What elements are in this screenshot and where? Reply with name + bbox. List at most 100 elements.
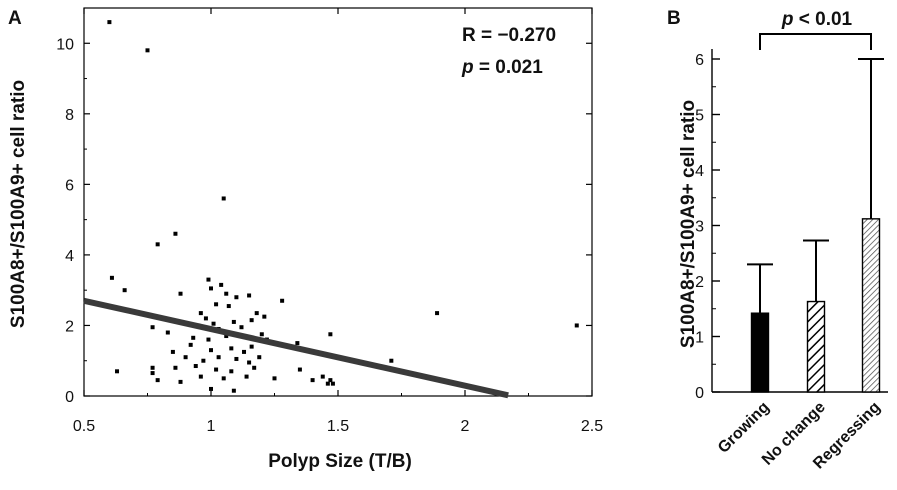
panel-b-y-axis-title: S100A8+/S100A9+ cell ratio bbox=[678, 100, 699, 348]
data-point bbox=[203, 316, 208, 321]
correlation-r-text: R = −0.270 bbox=[462, 25, 556, 46]
data-point bbox=[297, 367, 302, 372]
y-tick-label: 6 bbox=[65, 177, 74, 194]
bracket-line bbox=[759, 33, 872, 50]
bar-y-tick-label: 6 bbox=[695, 52, 704, 69]
data-point bbox=[330, 381, 335, 386]
panel-b-letter: B bbox=[667, 8, 681, 29]
x-tick-label: 2.5 bbox=[581, 418, 603, 435]
data-point bbox=[109, 275, 114, 280]
bar-y-tick-label: 3 bbox=[695, 219, 704, 236]
data-point bbox=[206, 277, 211, 282]
bar-ticks: 0 1 2 3 4 5 6 bbox=[695, 52, 720, 402]
data-point bbox=[239, 325, 244, 330]
significance-bracket bbox=[759, 33, 872, 50]
data-point bbox=[115, 369, 120, 374]
data-point bbox=[107, 20, 112, 25]
data-point bbox=[198, 311, 203, 316]
data-point bbox=[231, 319, 236, 324]
data-point bbox=[231, 388, 236, 393]
x-tick-label: 2 bbox=[461, 418, 470, 435]
data-point bbox=[165, 330, 170, 335]
data-point bbox=[234, 356, 239, 361]
x-tick-label: 1.5 bbox=[327, 418, 349, 435]
bar bbox=[750, 312, 770, 393]
data-point bbox=[280, 298, 285, 303]
data-point bbox=[214, 302, 219, 307]
data-point bbox=[183, 355, 188, 360]
bar-y-tick-label: 5 bbox=[695, 108, 704, 125]
data-point bbox=[252, 365, 257, 370]
panel-a-letter: A bbox=[8, 8, 22, 29]
data-point bbox=[170, 349, 175, 354]
data-point bbox=[574, 323, 579, 328]
data-point bbox=[229, 369, 234, 374]
data-point bbox=[188, 342, 193, 347]
bar-y-tick-label: 0 bbox=[695, 385, 704, 402]
data-point bbox=[206, 337, 211, 342]
data-point bbox=[211, 321, 216, 326]
bar-y-tick-label: 1 bbox=[695, 330, 704, 347]
bar-y-tick-label: 2 bbox=[695, 274, 704, 291]
trend-line bbox=[83, 297, 509, 399]
data-point bbox=[249, 344, 254, 349]
data-point bbox=[226, 304, 231, 309]
data-point bbox=[224, 291, 229, 296]
scatter-trend bbox=[83, 297, 509, 399]
data-point bbox=[259, 332, 264, 337]
data-point bbox=[328, 378, 333, 383]
data-point bbox=[219, 282, 224, 287]
bar-y-tick-label: 4 bbox=[695, 163, 704, 180]
data-point bbox=[257, 355, 262, 360]
sig-p-value: < 0.01 bbox=[793, 9, 852, 30]
y-tick-label: 2 bbox=[65, 318, 74, 335]
data-point bbox=[150, 371, 155, 376]
data-point bbox=[249, 318, 254, 323]
data-point bbox=[155, 378, 160, 383]
bar-axes bbox=[711, 49, 888, 393]
y-tick-label: 8 bbox=[65, 107, 74, 124]
category-label: Growing bbox=[715, 399, 773, 457]
y-tick-label: 4 bbox=[65, 248, 74, 265]
y-tick-label: 10 bbox=[56, 36, 74, 53]
data-point bbox=[221, 376, 226, 381]
data-point bbox=[173, 365, 178, 370]
y-tick-label: 0 bbox=[65, 389, 74, 406]
data-point bbox=[221, 196, 226, 201]
data-point bbox=[254, 311, 259, 316]
data-point bbox=[234, 295, 239, 300]
data-point bbox=[145, 48, 150, 53]
sig-p-letter: p bbox=[781, 9, 794, 30]
data-point bbox=[242, 349, 247, 354]
bar bbox=[806, 300, 826, 393]
x-tick-label: 0.5 bbox=[73, 418, 95, 435]
data-point bbox=[320, 374, 325, 379]
data-point bbox=[247, 293, 252, 298]
data-point bbox=[224, 334, 229, 339]
significance-text: p < 0.01 bbox=[781, 9, 853, 30]
scatter-ticks: 0.5 1 1.5 2 2.5 0 2 4 6 8 10 bbox=[56, 8, 603, 435]
p-value: = 0.021 bbox=[474, 57, 544, 78]
data-point bbox=[122, 288, 127, 293]
x-tick-label: 1 bbox=[207, 418, 216, 435]
data-point bbox=[209, 348, 213, 353]
data-point bbox=[214, 367, 219, 372]
data-point bbox=[389, 358, 394, 363]
bar-bars bbox=[747, 58, 884, 393]
data-point bbox=[150, 325, 155, 330]
data-point bbox=[178, 379, 183, 384]
data-point bbox=[435, 311, 440, 316]
p-letter: p bbox=[461, 57, 474, 78]
bar-panel: B S100A8+/S100A9+ cell ratio p < 0.01 0 1… bbox=[667, 8, 888, 472]
data-point bbox=[209, 386, 213, 391]
data-point bbox=[328, 332, 333, 337]
data-point bbox=[216, 355, 221, 360]
bar bbox=[861, 218, 881, 393]
data-point bbox=[262, 314, 267, 319]
data-point bbox=[272, 376, 277, 381]
data-point bbox=[325, 381, 330, 386]
data-point bbox=[178, 291, 183, 296]
data-point bbox=[295, 341, 300, 346]
